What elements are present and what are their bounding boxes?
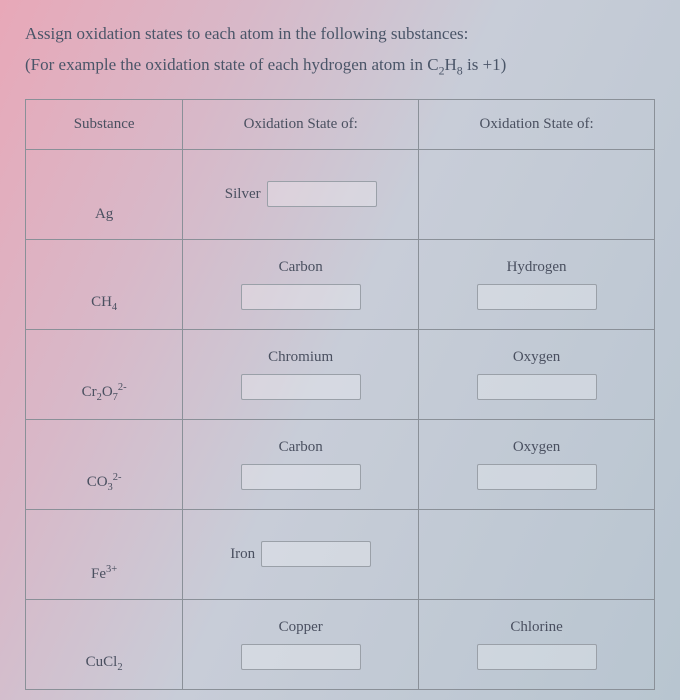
oxidation-input[interactable] — [477, 464, 597, 490]
header-oxidation-2: Oxidation State of: — [419, 99, 655, 149]
oxidation-input[interactable] — [477, 374, 597, 400]
table-row: Cr2O72- Chromium Oxygen — [26, 329, 655, 419]
table-row: Ag Silver — [26, 149, 655, 239]
element-label: Carbon — [279, 439, 323, 456]
oxidation-cell-2: Oxygen — [419, 419, 655, 509]
instruction-line-1: Assign oxidation states to each atom in … — [25, 20, 655, 47]
oxidation-input[interactable] — [241, 374, 361, 400]
header-substance: Substance — [26, 99, 183, 149]
oxidation-input[interactable] — [241, 644, 361, 670]
element-label: Silver — [225, 186, 261, 203]
table-row: CO32- Carbon Oxygen — [26, 419, 655, 509]
table-header-row: Substance Oxidation State of: Oxidation … — [26, 99, 655, 149]
oxidation-input[interactable] — [477, 644, 597, 670]
oxidation-cell-2: Chlorine — [419, 599, 655, 689]
table-row: CH4 Carbon Hydrogen — [26, 239, 655, 329]
oxidation-cell-2 — [419, 149, 655, 239]
oxidation-input[interactable] — [241, 464, 361, 490]
header-oxidation-1: Oxidation State of: — [183, 99, 419, 149]
element-label: Iron — [230, 546, 255, 563]
oxidation-cell-1: Silver — [183, 149, 419, 239]
oxidation-input[interactable] — [241, 284, 361, 310]
oxidation-cell-1: Chromium — [183, 329, 419, 419]
oxidation-input[interactable] — [477, 284, 597, 310]
element-label: Oxygen — [513, 349, 561, 366]
instruction-line-2: (For example the oxidation state of each… — [25, 51, 655, 80]
table-row: Fe3+ Iron — [26, 509, 655, 599]
table-row: CuCl2 Copper Chlorine — [26, 599, 655, 689]
substance-cell: CuCl2 — [26, 599, 183, 689]
substance-cell: Fe3+ — [26, 509, 183, 599]
element-label: Carbon — [279, 259, 323, 276]
element-label: Oxygen — [513, 439, 561, 456]
oxidation-cell-1: Carbon — [183, 239, 419, 329]
oxidation-cell-1: Iron — [183, 509, 419, 599]
oxidation-cell-2 — [419, 509, 655, 599]
substance-cell: Ag — [26, 149, 183, 239]
element-label: Chromium — [268, 349, 333, 366]
oxidation-input[interactable] — [267, 181, 377, 207]
substance-cell: Cr2O72- — [26, 329, 183, 419]
oxidation-cell-2: Oxygen — [419, 329, 655, 419]
element-label: Hydrogen — [507, 259, 567, 276]
instructions-block: Assign oxidation states to each atom in … — [25, 20, 655, 81]
element-label: Chlorine — [510, 619, 563, 636]
oxidation-cell-2: Hydrogen — [419, 239, 655, 329]
element-label: Copper — [279, 619, 323, 636]
substance-cell: CO32- — [26, 419, 183, 509]
oxidation-input[interactable] — [261, 541, 371, 567]
oxidation-cell-1: Carbon — [183, 419, 419, 509]
oxidation-table: Substance Oxidation State of: Oxidation … — [25, 99, 655, 690]
substance-cell: CH4 — [26, 239, 183, 329]
oxidation-cell-1: Copper — [183, 599, 419, 689]
